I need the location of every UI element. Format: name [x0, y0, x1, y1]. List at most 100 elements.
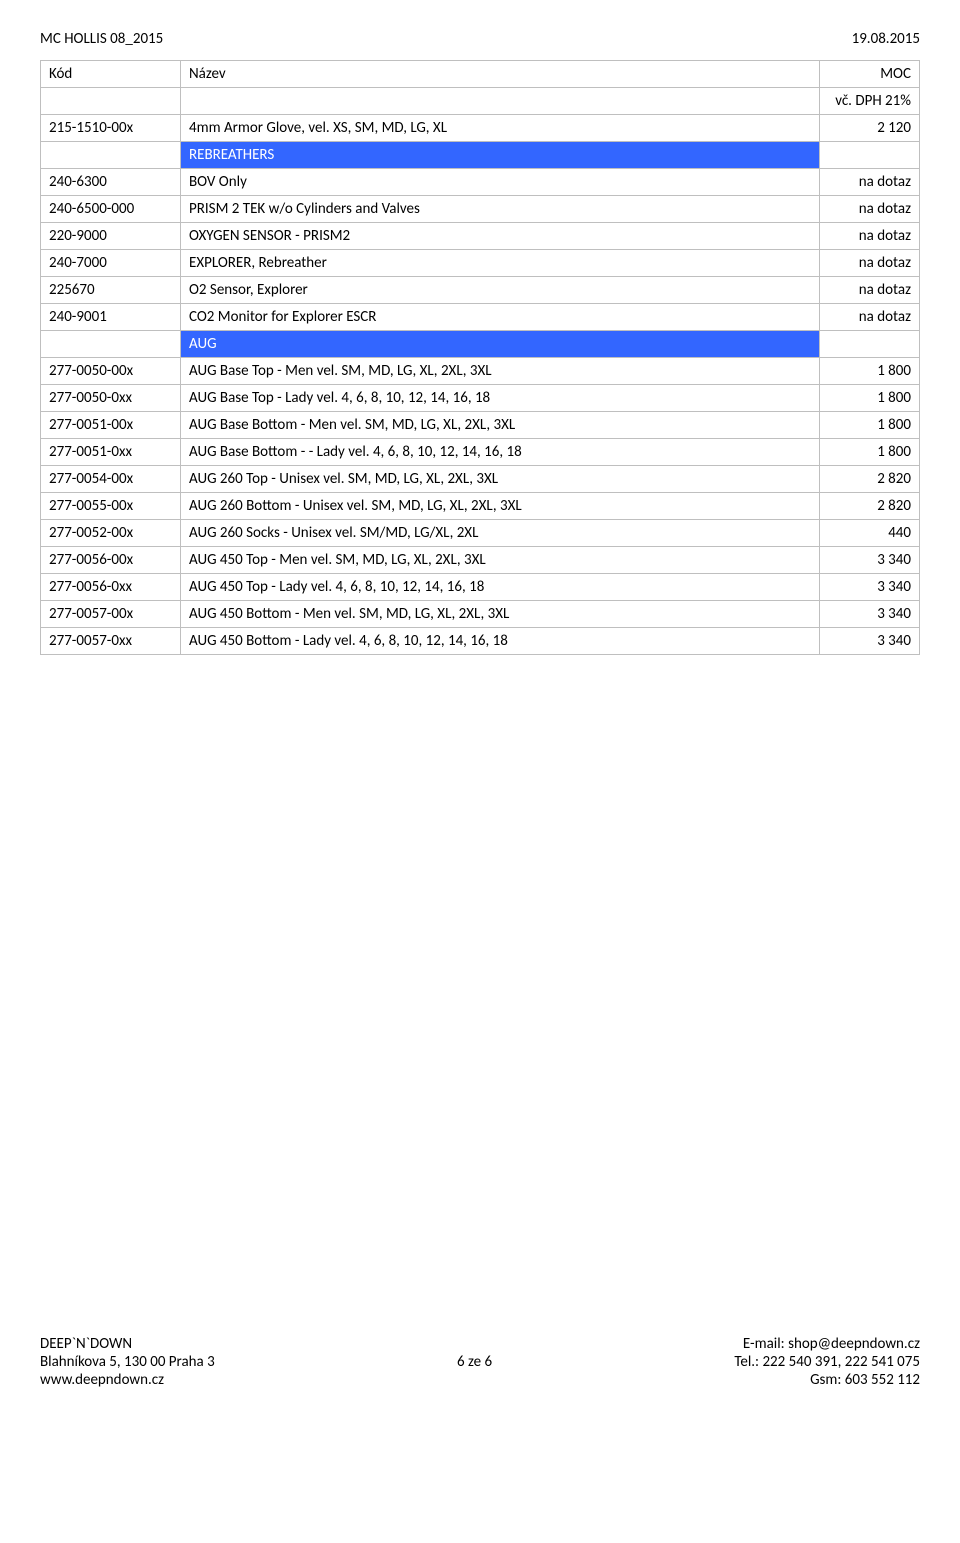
- cell-name: PRISM 2 TEK w/o Cylinders and Valves: [181, 196, 820, 223]
- footer-web: www.deepndown.cz: [40, 1371, 215, 1389]
- header-right: 19.08.2015: [852, 30, 920, 48]
- cell-price: na dotaz: [820, 169, 920, 196]
- cell-code: 277-0051-0xx: [41, 439, 181, 466]
- cell-code: 225670: [41, 277, 181, 304]
- cell-code: 240-9001: [41, 304, 181, 331]
- table-row: 277-0057-0xxAUG 450 Bottom - Lady vel. 4…: [41, 628, 920, 655]
- head-sub: vč. DPH 21%: [820, 88, 920, 115]
- table-row: 240-9001CO2 Monitor for Explorer ESCRna …: [41, 304, 920, 331]
- table-row: REBREATHERS: [41, 142, 920, 169]
- cell-code: 277-0055-00x: [41, 493, 181, 520]
- cell-price: 3 340: [820, 601, 920, 628]
- cell-code: 240-6500-000: [41, 196, 181, 223]
- table-row: 277-0055-00xAUG 260 Bottom - Unisex vel.…: [41, 493, 920, 520]
- cell-price: 3 340: [820, 547, 920, 574]
- footer-email: E-mail: shop@deepndown.cz: [734, 1335, 920, 1353]
- cell-price: 440: [820, 520, 920, 547]
- head-code: Kód: [41, 61, 181, 88]
- cell-name: AUG 260 Top - Unisex vel. SM, MD, LG, XL…: [181, 466, 820, 493]
- footer-company: DEEP`N`DOWN: [40, 1335, 215, 1353]
- price-table: Kód Název MOC vč. DPH 21% 215-1510-00x4m…: [40, 60, 920, 655]
- cell-code: 277-0056-00x: [41, 547, 181, 574]
- header-left: MC HOLLIS 08_2015: [40, 30, 163, 48]
- cell-code: 277-0056-0xx: [41, 574, 181, 601]
- cell-name: AUG Base Top - Men vel. SM, MD, LG, XL, …: [181, 358, 820, 385]
- table-row: 240-6300BOV Onlyna dotaz: [41, 169, 920, 196]
- cell-price: 2 120: [820, 115, 920, 142]
- cell-price: 1 800: [820, 358, 920, 385]
- cell-price: 2 820: [820, 466, 920, 493]
- cell-name: EXPLORER, Rebreather: [181, 250, 820, 277]
- cell-price: na dotaz: [820, 304, 920, 331]
- cell-code: 277-0051-00x: [41, 412, 181, 439]
- table-row: 277-0050-00xAUG Base Top - Men vel. SM, …: [41, 358, 920, 385]
- cell-name: AUG 450 Bottom - Lady vel. 4, 6, 8, 10, …: [181, 628, 820, 655]
- table-row: 225670O2 Sensor, Explorerna dotaz: [41, 277, 920, 304]
- cell-code: 277-0057-00x: [41, 601, 181, 628]
- cell-price: 3 340: [820, 628, 920, 655]
- head-name: Název: [181, 61, 820, 88]
- cell-name: BOV Only: [181, 169, 820, 196]
- section-label: AUG: [181, 331, 820, 358]
- footer-gsm: Gsm: 603 552 112: [734, 1371, 920, 1389]
- footer-left: DEEP`N`DOWN Blahníkova 5, 130 00 Praha 3…: [40, 1335, 215, 1389]
- section-label: REBREATHERS: [181, 142, 820, 169]
- table-row: 277-0050-0xxAUG Base Top - Lady vel. 4, …: [41, 385, 920, 412]
- footer-address: Blahníkova 5, 130 00 Praha 3: [40, 1353, 215, 1371]
- cell-code: 277-0057-0xx: [41, 628, 181, 655]
- cell-price: na dotaz: [820, 196, 920, 223]
- cell-name: AUG 450 Bottom - Men vel. SM, MD, LG, XL…: [181, 601, 820, 628]
- table-subhead-row: vč. DPH 21%: [41, 88, 920, 115]
- footer-center: 6 ze 6: [457, 1335, 492, 1389]
- footer-right: E-mail: shop@deepndown.cz Tel.: 222 540 …: [734, 1335, 920, 1389]
- cell-price: 1 800: [820, 412, 920, 439]
- table-row: 277-0056-00xAUG 450 Top - Men vel. SM, M…: [41, 547, 920, 574]
- table-row: 277-0051-00xAUG Base Bottom - Men vel. S…: [41, 412, 920, 439]
- cell-code: 220-9000: [41, 223, 181, 250]
- cell-price: 2 820: [820, 493, 920, 520]
- table-row: 277-0051-0xxAUG Base Bottom - - Lady vel…: [41, 439, 920, 466]
- table-row: 277-0054-00xAUG 260 Top - Unisex vel. SM…: [41, 466, 920, 493]
- cell-price: 1 800: [820, 439, 920, 466]
- cell-name: AUG Base Bottom - - Lady vel. 4, 6, 8, 1…: [181, 439, 820, 466]
- table-row: 277-0056-0xxAUG 450 Top - Lady vel. 4, 6…: [41, 574, 920, 601]
- subhead-empty: [41, 88, 181, 115]
- page-header: MC HOLLIS 08_2015 19.08.2015: [40, 30, 920, 48]
- cell-name: AUG 260 Bottom - Unisex vel. SM, MD, LG,…: [181, 493, 820, 520]
- cell-name: AUG 450 Top - Men vel. SM, MD, LG, XL, 2…: [181, 547, 820, 574]
- cell-name: CO2 Monitor for Explorer ESCR: [181, 304, 820, 331]
- cell-name: OXYGEN SENSOR - PRISM2: [181, 223, 820, 250]
- footer-page: 6 ze 6: [457, 1353, 492, 1371]
- table-row: 220-9000OXYGEN SENSOR - PRISM2na dotaz: [41, 223, 920, 250]
- cell-name: AUG 450 Top - Lady vel. 4, 6, 8, 10, 12,…: [181, 574, 820, 601]
- cell-price: na dotaz: [820, 223, 920, 250]
- cell-price: 1 800: [820, 385, 920, 412]
- cell-code: 215-1510-00x: [41, 115, 181, 142]
- cell-name: AUG 260 Socks - Unisex vel. SM/MD, LG/XL…: [181, 520, 820, 547]
- table-row: 277-0057-00xAUG 450 Bottom - Men vel. SM…: [41, 601, 920, 628]
- cell-name: AUG Base Top - Lady vel. 4, 6, 8, 10, 12…: [181, 385, 820, 412]
- table-head-row: Kód Název MOC: [41, 61, 920, 88]
- table-row: 240-6500-000PRISM 2 TEK w/o Cylinders an…: [41, 196, 920, 223]
- cell-price: na dotaz: [820, 250, 920, 277]
- cell-price: 3 340: [820, 574, 920, 601]
- subhead-empty: [181, 88, 820, 115]
- section-empty: [820, 331, 920, 358]
- table-row: 240-7000EXPLORER, Rebreatherna dotaz: [41, 250, 920, 277]
- cell-name: O2 Sensor, Explorer: [181, 277, 820, 304]
- table-row: 277-0052-00xAUG 260 Socks - Unisex vel. …: [41, 520, 920, 547]
- cell-code: 240-7000: [41, 250, 181, 277]
- table-row: 215-1510-00x4mm Armor Glove, vel. XS, SM…: [41, 115, 920, 142]
- section-empty: [41, 331, 181, 358]
- cell-name: AUG Base Bottom - Men vel. SM, MD, LG, X…: [181, 412, 820, 439]
- cell-code: 277-0054-00x: [41, 466, 181, 493]
- cell-code: 240-6300: [41, 169, 181, 196]
- cell-code: 277-0050-00x: [41, 358, 181, 385]
- cell-code: 277-0052-00x: [41, 520, 181, 547]
- table-row: AUG: [41, 331, 920, 358]
- cell-name: 4mm Armor Glove, vel. XS, SM, MD, LG, XL: [181, 115, 820, 142]
- cell-price: na dotaz: [820, 277, 920, 304]
- cell-code: 277-0050-0xx: [41, 385, 181, 412]
- page-footer: DEEP`N`DOWN Blahníkova 5, 130 00 Praha 3…: [40, 1335, 920, 1389]
- section-empty: [820, 142, 920, 169]
